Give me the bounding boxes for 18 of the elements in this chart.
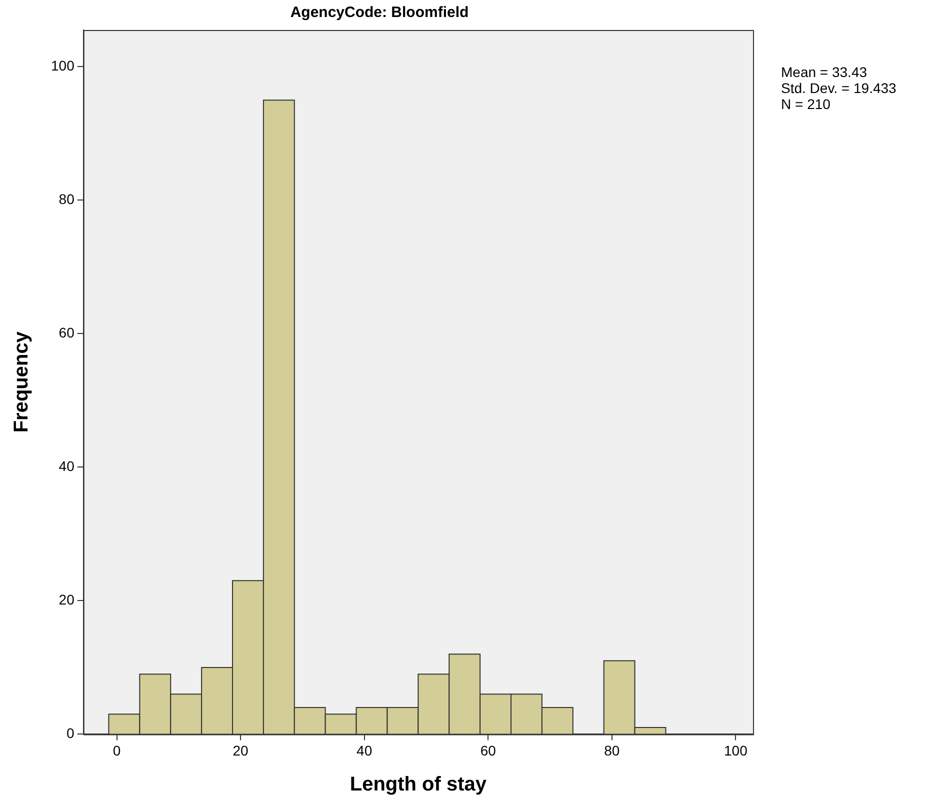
y-tick-label: 60 [58, 324, 75, 341]
text: N = 210 [781, 96, 831, 112]
x-tick-label: 100 [724, 742, 748, 758]
x-axis-title: Length of stay [350, 774, 488, 796]
y-tick-label: 80 [58, 191, 75, 208]
y-tick-label: 20 [58, 592, 75, 608]
y-axis-title: Frequency [10, 330, 33, 433]
y-tick-label: 100 [51, 58, 75, 74]
y-tick-label: 0 [66, 725, 75, 742]
chart-title: AgencyCode: Bloomfield [290, 4, 469, 22]
x-tick-label: 20 [232, 742, 249, 758]
text: Mean = 33.43 [781, 64, 868, 80]
x-tick-label: 80 [604, 742, 620, 758]
x-tick-label: 0 [112, 742, 121, 758]
x-tick-label: 60 [480, 742, 496, 758]
text: Std. Dev. = 19.433 [781, 80, 897, 96]
x-tick-label: 40 [356, 742, 372, 758]
y-tick-label: 40 [58, 458, 75, 474]
